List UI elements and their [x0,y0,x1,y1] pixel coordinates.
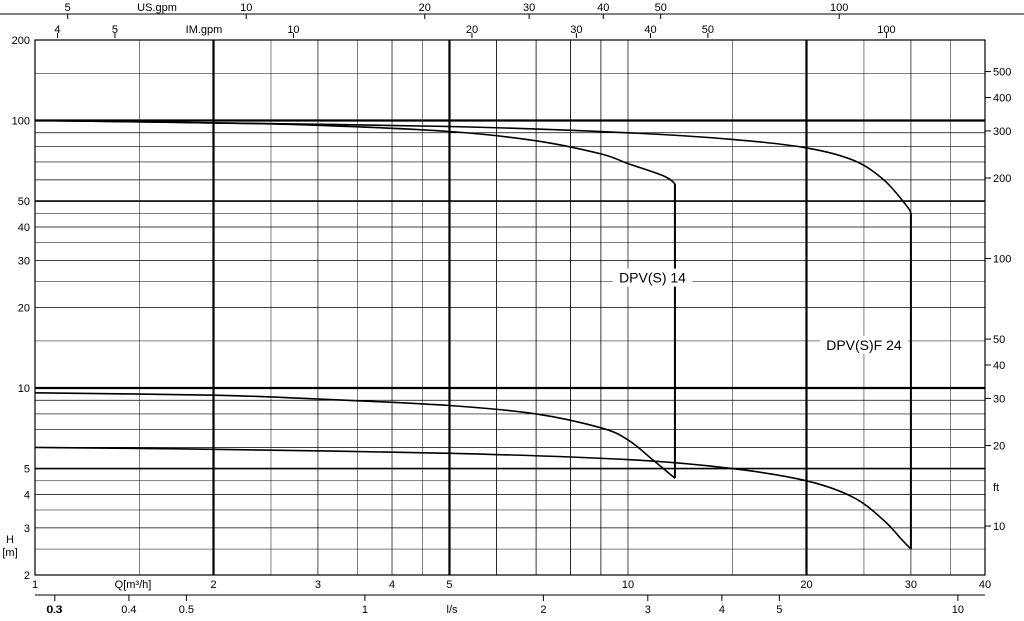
im-gpm-tick-label: 30 [570,24,582,36]
x-tick-label: 10 [622,579,634,591]
y-tick-label: 20 [18,303,30,315]
y-axis-head-m: 2 3 4 5 10 20 30 40 50 100 200 H[m] [2,35,30,582]
im-gpm-tick-label: 5 [112,24,118,36]
ls-tick-label: 4 [719,604,725,616]
y-tick-label: 2 [24,570,30,582]
ft-tick-label: 300 [993,126,1011,138]
y-tick-label: 3 [24,523,30,535]
im-gpm-tick-label: 50 [702,24,714,36]
us-gpm-axis: 5 10 20 30 40 50 100 US.gpm [0,2,1024,19]
ls-tick-label: 3 [645,604,651,616]
im-gpm-tick-label: 10 [287,24,299,36]
im-gpm-tick-label: 40 [644,24,656,36]
ls-tick-label: 0.5 [179,604,194,616]
curve-labels: DPV(S) 14 DPV(S)F 24 [612,268,908,354]
x-axis-flow-m3h: 1 2 3 4 5 10 20 30 40 Q[m³/h] [32,579,991,596]
curve-3 [34,119,912,214]
ft-tick-label: 50 [993,334,1005,346]
plot-frame [34,39,986,576]
ft-tick-label: 100 [993,254,1011,266]
ft-tick-label: 500 [993,67,1011,79]
y-axis-head-ft: 10 20 30 40 50 100 200 300 400 500 ft [985,67,1011,533]
us-gpm-tick-label: 10 [240,2,252,14]
annotation-bg [819,335,908,354]
y-tick-label: 50 [18,196,30,208]
ft-tick-label: 200 [993,173,1011,185]
y-tick-label: 40 [18,222,30,234]
y-tick-label: 10 [18,383,30,395]
annotation-bg [612,268,693,287]
x-tick-label: 5 [446,579,452,591]
x-tick-label: 1 [32,579,38,591]
y-tick-label: 4 [24,489,30,501]
x-tick-label: 20 [800,579,812,591]
x-tick-label: 30 [905,579,917,591]
x-tick-label: 4 [389,579,395,591]
y-tick-label: 100 [12,116,30,128]
us-gpm-title: US.gpm [137,2,177,14]
plot-border [34,39,986,576]
annotation-label-2: DPV(S)F 24 [826,337,902,353]
y-tick-label: 200 [12,35,30,47]
x-axis-title: Q[m³/h] [115,579,152,591]
y-tick-label: 5 [24,464,30,476]
y-axis-title: H [6,534,14,546]
x-axis-flow-ls: 0.3 0.4 0.5 1 2 3 4 5 100.3 l/s [46,595,964,616]
curve-4 [34,446,912,550]
y-tick-label: 30 [18,255,30,267]
ls-tick-label: 2 [540,604,546,616]
im-gpm-tick-label: 100 [877,24,895,36]
us-gpm-tick-label: 30 [523,2,535,14]
ft-tick-label: 40 [993,360,1005,372]
major-grid [35,40,985,575]
us-gpm-tick-label: 5 [65,2,71,14]
y-axis-unit: [m] [2,547,17,559]
ls-axis-title: l/s [447,604,459,616]
ls-tick-label: 0.3 [46,604,61,616]
ft-axis-title: ft [993,482,999,494]
im-gpm-tick-label: 20 [466,24,478,36]
pump-curves [34,119,912,550]
ft-tick-label: 30 [993,393,1005,405]
us-gpm-tick-label: 20 [419,2,431,14]
us-gpm-tick-label: 50 [655,2,667,14]
x-tick-label: 40 [979,579,991,591]
ft-tick-label: 10 [993,521,1005,533]
ft-tick-label: 20 [993,441,1005,453]
x-tick-label: 2 [210,579,216,591]
curve-2 [34,392,676,479]
x-tick-label: 3 [315,579,321,591]
annotation-label-1: DPV(S) 14 [619,270,686,286]
im-gpm-title: IM.gpm [186,24,223,36]
ls-tick-label: 0.3 [47,604,62,616]
us-gpm-tick-label: 40 [597,2,609,14]
ls-tick-label: 5 [776,604,782,616]
ls-tick-label: 10 [952,604,964,616]
us-gpm-tick-label: 100 [830,2,848,14]
im-gpm-tick-label: 4 [54,24,60,36]
ft-tick-label: 400 [993,93,1011,105]
ls-tick-label: 1 [362,604,368,616]
im-gpm-axis: 4 5 10 20 30 40 50 100 IM.gpm [54,24,896,38]
ls-tick-label: 0.4 [121,604,136,616]
